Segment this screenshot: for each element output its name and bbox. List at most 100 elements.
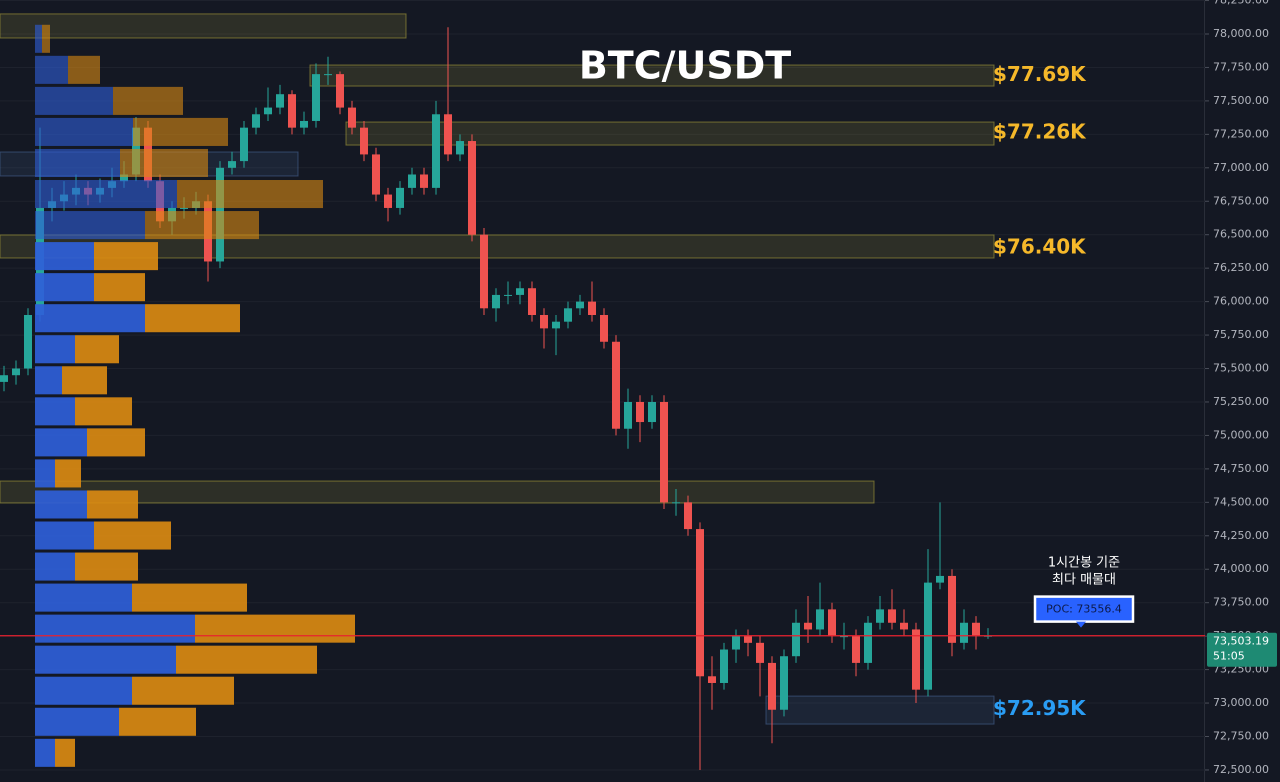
profile-sell-bar [119,707,196,736]
profile-buy-bar [35,738,55,767]
candle-body [960,622,968,643]
candle-body [288,94,296,128]
profile-buy-bar [35,335,75,364]
candle-body [660,401,668,503]
profile-buy-bar [35,552,75,581]
profile-sell-bar [132,676,234,705]
zone-label: $77.26K [993,120,1087,144]
y-tick-label: 76,500.00 [1213,228,1269,241]
candle-body [312,74,320,121]
candle-body [936,575,944,583]
profile-sell-bar [75,335,119,364]
candle-body [972,622,980,637]
candle-body [780,656,788,710]
zone-label: $76.40K [993,235,1087,259]
profile-sell-bar [94,521,171,550]
candle-body [348,107,356,128]
y-tick-label: 76,250.00 [1213,261,1269,274]
profile-buy-bar [35,366,62,395]
profile-buy-bar [35,645,176,674]
candle-body [744,636,752,643]
candle-body [528,288,536,315]
chart-title: BTC/USDT [579,44,791,88]
candle-body [24,314,32,369]
y-tick-label: 77,750.00 [1213,60,1269,73]
countdown: 51:05 [1213,650,1245,663]
profile-sell-bar [68,55,100,84]
candle-body [540,314,548,329]
candle-body [828,609,836,637]
last-price-tag [1207,632,1277,667]
profile-sell-bar [75,397,132,426]
profile-sell-bar [120,148,208,178]
annotation: 최다 매물대 [1052,573,1116,588]
y-tick-label: 77,250.00 [1213,127,1269,140]
candle-body [468,141,476,235]
candle-body [600,314,608,342]
candle-body [912,629,920,690]
y-tick-label: 77,500.00 [1213,94,1269,107]
price-zone [0,480,875,504]
y-tick-label: 75,250.00 [1213,395,1269,408]
candle-body [840,636,848,638]
candle-body [276,94,284,108]
y-tick-label: 75,750.00 [1213,328,1269,341]
candle-body [612,341,620,429]
candle-body [708,676,716,683]
profile-sell-bar [145,304,240,333]
candle-body [360,127,368,155]
y-tick-label: 74,250.00 [1213,529,1269,542]
profile-buy-bar [35,490,87,519]
profile-sell-bar [94,242,158,271]
profile-buy-bar [35,117,133,146]
candle-body [504,294,512,296]
price-zone [0,234,995,259]
candle-body [180,207,188,209]
profile-buy-bar [35,397,75,426]
profile-buy-bar [35,614,195,643]
candle-body [372,154,380,195]
profile-buy-bar [35,583,132,612]
profile-sell-bar [176,645,317,674]
profile-sell-bar [132,583,247,612]
candle-body [228,161,236,168]
candle-body [324,74,332,76]
y-tick-label: 72,500.00 [1213,763,1269,776]
y-tick-label: 77,000.00 [1213,161,1269,174]
y-tick-label: 73,750.00 [1213,596,1269,609]
candle-body [300,120,308,128]
candle-body [852,636,860,663]
candle-body [684,502,692,530]
candle-body [792,622,800,657]
poc-pointer [1076,621,1086,628]
candle-body [444,114,452,155]
y-tick-label: 72,750.00 [1213,730,1269,743]
profile-sell-bar [55,459,81,488]
price-zone [0,13,407,39]
profile-buy-bar [35,180,177,209]
candle-body [900,622,908,630]
candle-body [720,649,728,683]
candle-body [120,174,128,182]
profile-buy-bar [35,148,120,178]
profile-buy-bar [35,242,94,271]
annotation: 1시간봉 기준 [1048,556,1120,571]
candle-body [384,194,392,208]
profile-sell-bar [195,614,355,643]
y-tick-label: 75,000.00 [1213,428,1269,441]
last-price-label: 73,503.19 [1213,635,1269,648]
profile-sell-bar [55,738,75,767]
y-tick-label: 74,750.00 [1213,462,1269,475]
poc-label: POC: 73556.4 [1046,603,1122,616]
profile-buy-bar [35,459,55,488]
candle-body [888,609,896,623]
profile-sell-bar [177,180,323,209]
candle-body [264,107,272,115]
candle-body [564,308,572,322]
candle-body [516,288,524,295]
candle-body [252,114,260,128]
candle-body [588,301,596,315]
candle-body [336,74,344,108]
price-zone [345,121,995,146]
candle-body [240,127,248,162]
